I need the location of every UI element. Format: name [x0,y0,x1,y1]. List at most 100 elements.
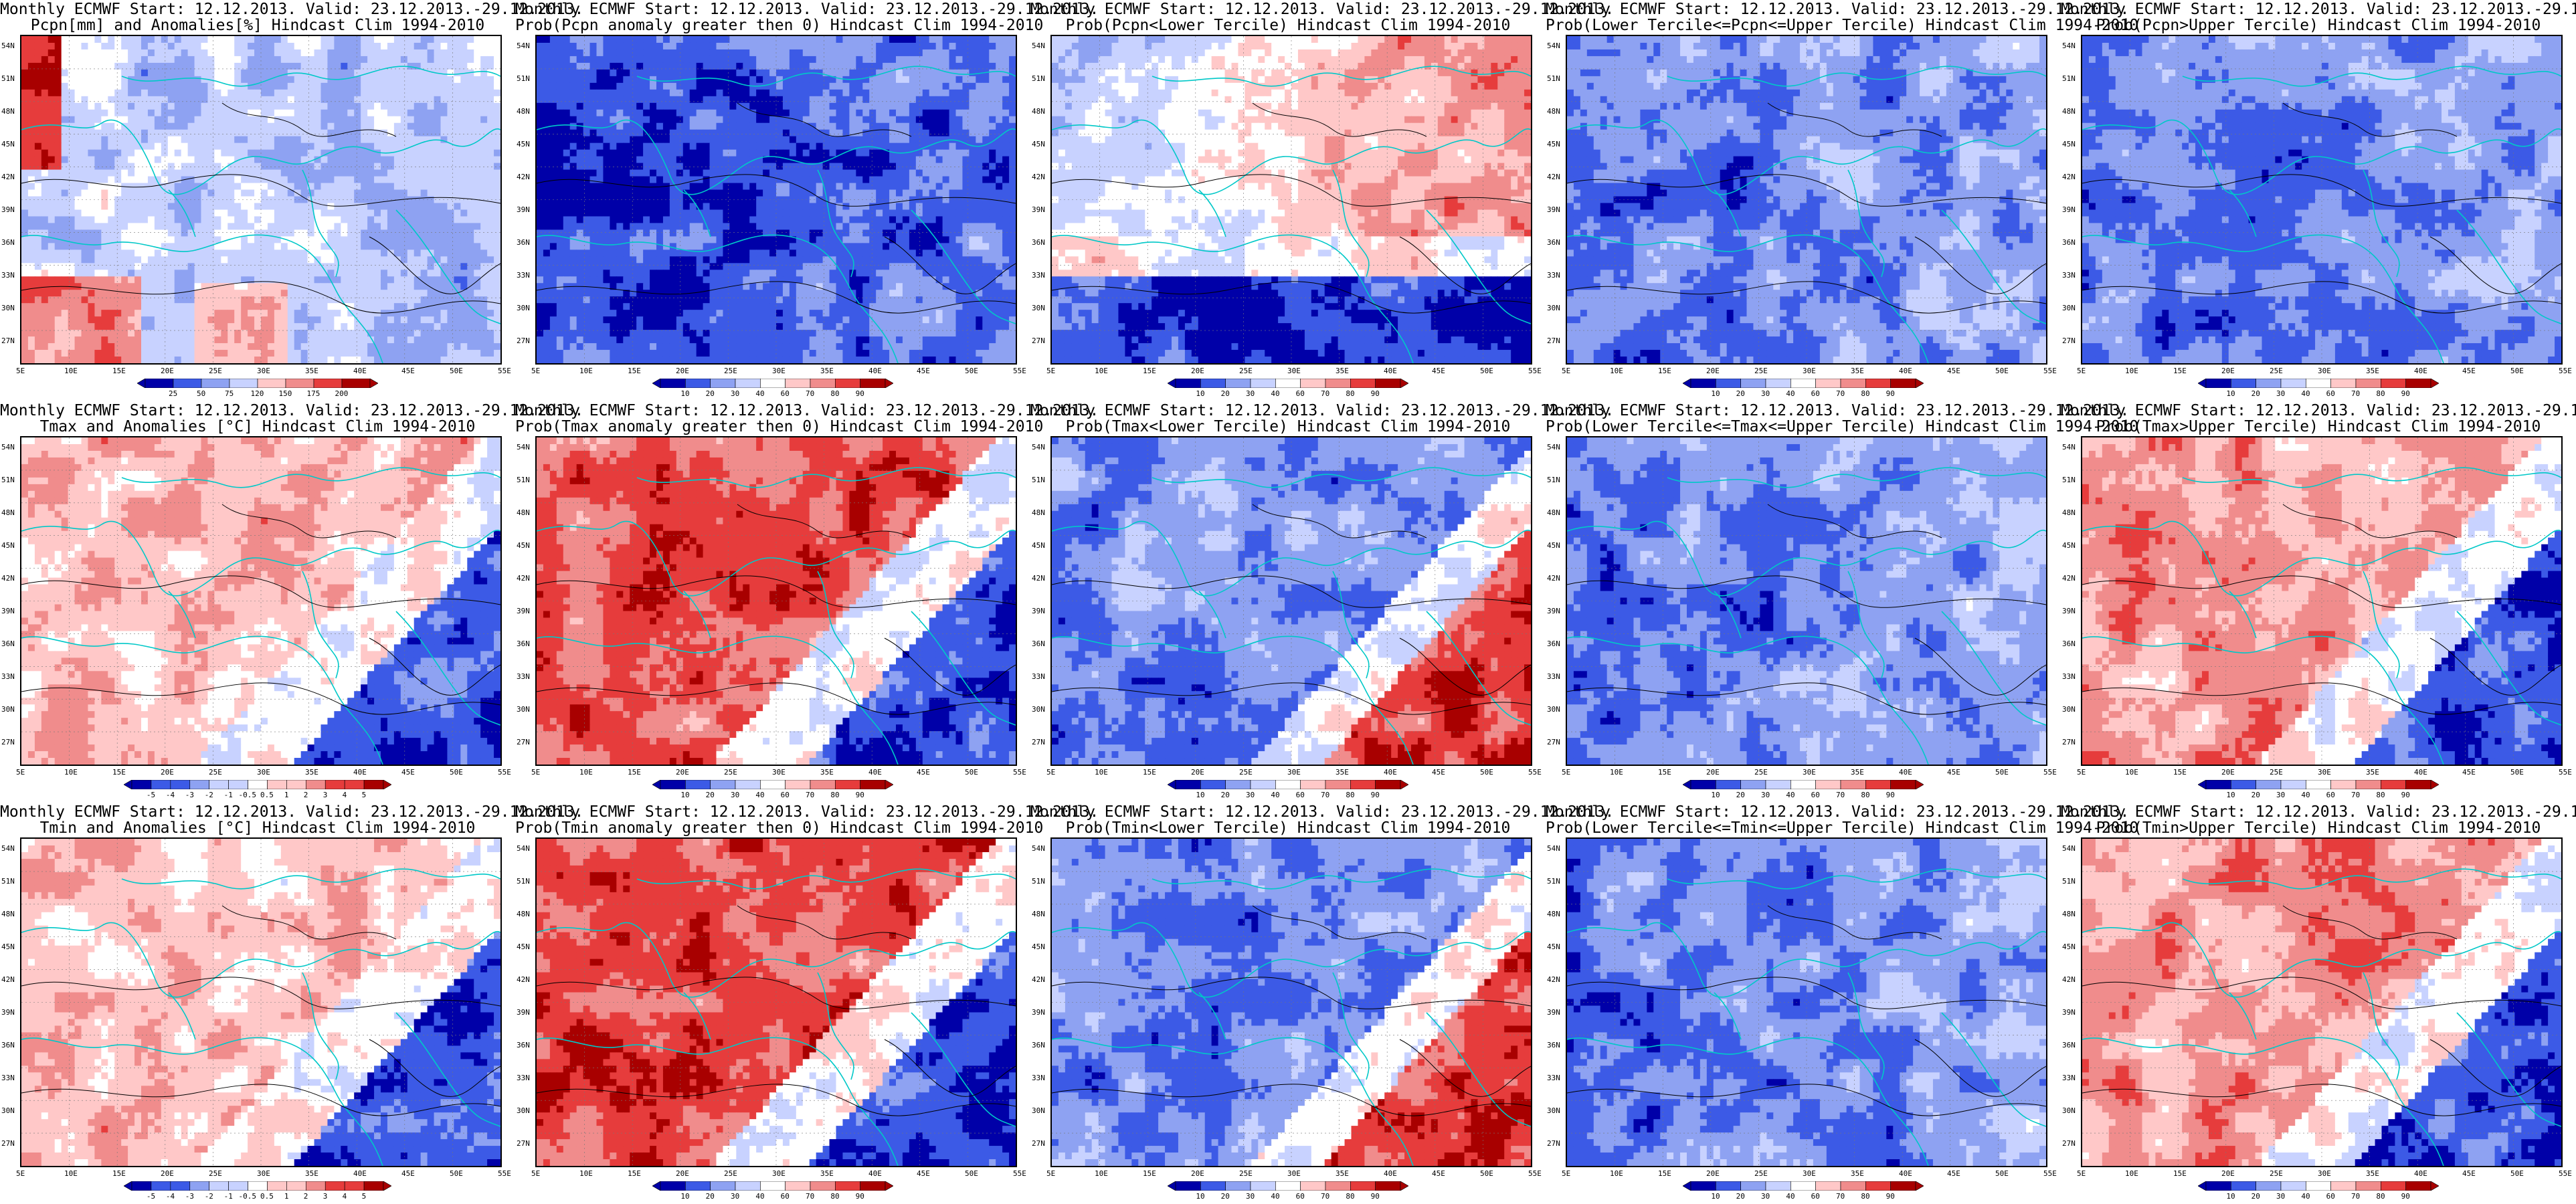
grid-cell [274,276,282,284]
grid-cell [267,62,275,70]
grid-cell [201,76,209,84]
grid-cell [982,49,990,57]
grid-cell [327,183,335,191]
grid-cell [487,36,494,43]
grid-cell [583,136,591,144]
grid-cell [809,109,817,117]
grid-cell [274,82,282,90]
grid-cell [147,129,155,137]
grid-cell [274,62,282,70]
grid-cell [147,216,155,224]
grid-cell [549,156,557,164]
grid-cell [234,216,242,224]
grid-cell [427,357,435,363]
grid-cell [494,156,500,164]
grid-cell [141,330,149,337]
grid-cell [743,102,750,110]
grid-cell [603,116,610,124]
grid-cell [61,149,69,157]
grid-cell [676,156,684,164]
grid-cell [816,56,824,64]
grid-cell [128,276,135,284]
grid-cell [623,36,630,43]
grid-cell [603,102,610,110]
grid-cell [909,42,917,50]
grid-cell [314,357,322,363]
latitude-label: 33N [517,271,530,280]
grid-cell [563,129,571,137]
grid-cell [261,109,268,117]
grid-cell [174,163,182,171]
grid-cell [610,69,617,77]
grid-cell [221,343,228,350]
grid-cell [902,89,910,97]
grid-cell [367,136,375,144]
grid-cell [829,56,837,64]
grid-cell [662,42,670,50]
grid-cell [822,89,830,97]
grid-cell [227,183,235,191]
grid-cell [280,69,288,77]
grid-cell [81,283,89,290]
grid-cell [341,176,348,184]
grid-cell [154,89,162,97]
grid-cell [427,36,435,43]
grid-cell [187,163,195,171]
grid-cell [467,203,474,211]
grid-cell [48,336,56,344]
grid-cell [334,116,341,124]
grid-cell [221,243,228,250]
grid-cell [354,136,361,144]
grid-cell [287,109,295,117]
grid-cell [583,89,591,97]
grid-cell [181,243,189,250]
grid-cell [374,109,381,117]
grid-cell [280,243,288,250]
grid-cell [361,142,368,150]
grid-cell [181,96,189,104]
grid-cell [374,129,381,137]
grid-cell [174,49,182,57]
grid-cell [643,42,650,50]
grid-cell [21,249,29,257]
grid-cell [367,330,375,337]
grid-cell [280,303,288,310]
grid-cell [434,296,442,304]
grid-cell [248,229,255,237]
grid-cell [354,203,361,211]
grid-cell [194,270,202,277]
grid-cell [596,82,604,90]
grid-cell [81,323,89,330]
grid-cell [440,323,448,330]
grid-cell [682,109,691,117]
grid-cell [829,62,837,70]
grid-cell [822,42,830,50]
grid-cell [234,109,242,117]
grid-cell [407,189,415,197]
grid-cell [949,42,957,50]
grid-cell [434,56,442,64]
grid-cell [487,102,494,110]
grid-cell [696,62,704,70]
grid-cell [187,336,195,344]
grid-cell [862,49,870,57]
grid-cell [248,142,255,150]
grid-cell [174,336,182,344]
grid-cell [816,62,824,70]
grid-cell [194,102,202,110]
grid-cell [889,129,897,137]
grid-cell [929,102,937,110]
grid-cell [709,56,717,64]
longitude-label: 50E [450,367,463,375]
grid-cell [320,249,329,257]
grid-cell [367,343,375,350]
grid-cell [307,350,315,357]
grid-cell [341,203,348,211]
grid-cell [314,109,322,117]
grid-cell [214,149,221,157]
grid-cell [749,122,757,130]
grid-cell [387,49,395,57]
grid-cell [929,156,937,164]
grid-cell [862,156,870,164]
grid-cell [214,203,221,211]
